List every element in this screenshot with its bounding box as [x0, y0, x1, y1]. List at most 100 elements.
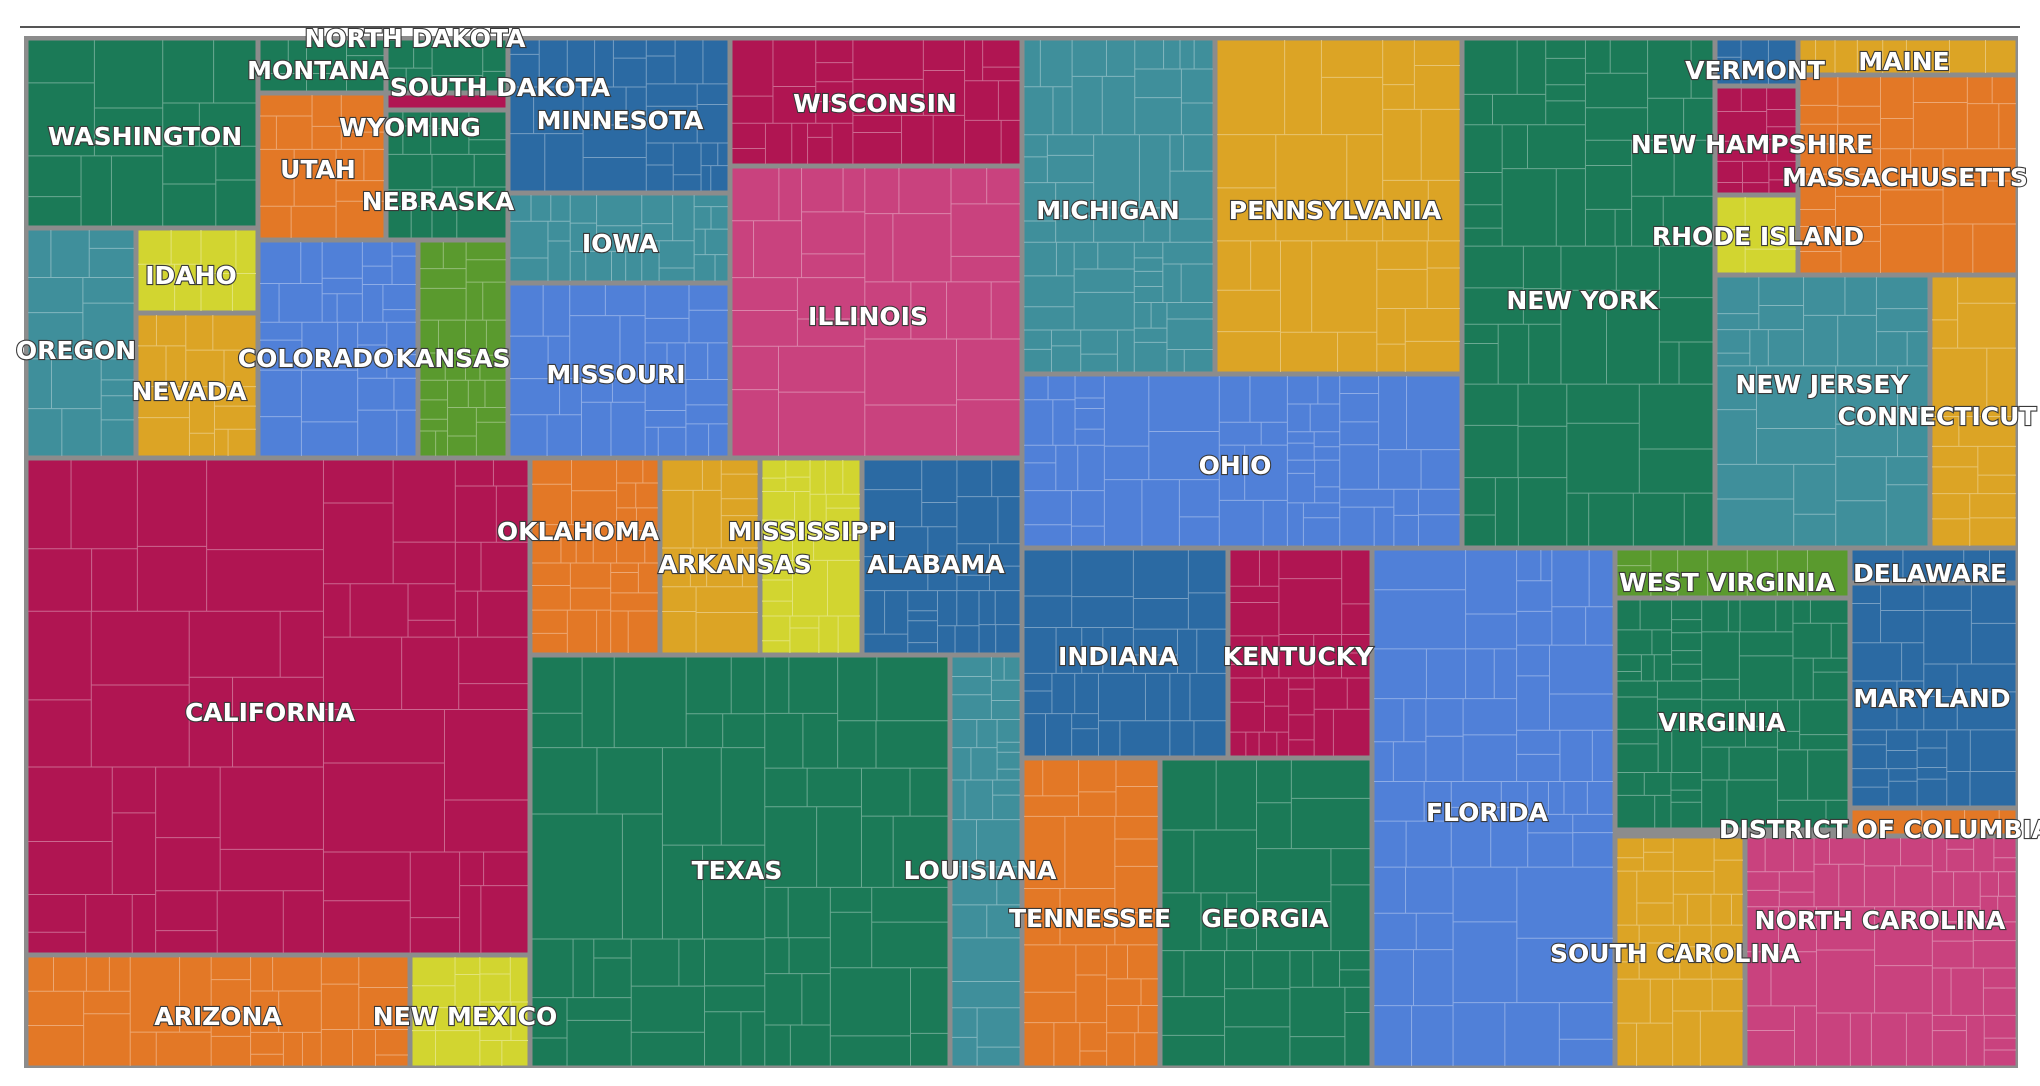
- state-label-florida: FLORIDA: [1426, 798, 1549, 827]
- state-cell-district-of-columbia: [1850, 808, 2018, 836]
- state-texas: [530, 655, 950, 1068]
- state-north-carolina: [1745, 836, 2018, 1068]
- state-label-new-mexico: NEW MEXICO: [373, 1002, 557, 1031]
- state-cell-iowa: [508, 193, 730, 283]
- county-grid-wisconsin: [732, 40, 1020, 164]
- county-grid-indiana: [1024, 550, 1226, 756]
- state-label-idaho: IDAHO: [145, 261, 237, 290]
- state-label-maine: MAINE: [1858, 47, 1950, 76]
- state-label-indiana: INDIANA: [1058, 642, 1179, 671]
- state-arizona: [26, 955, 410, 1068]
- state-cell-wisconsin: [730, 38, 1022, 166]
- state-illinois: [730, 166, 1022, 458]
- county-grid-florida: [1374, 550, 1613, 1066]
- state-connecticut: [1930, 275, 2018, 548]
- state-label-texas: TEXAS: [692, 856, 783, 885]
- state-south-carolina: [1615, 836, 1745, 1068]
- state-cell-north-dakota: [386, 38, 508, 93]
- state-cell-georgia: [1160, 758, 1372, 1068]
- state-label-oregon: OREGON: [16, 336, 136, 365]
- county-grid-arizona: [28, 957, 408, 1066]
- county-grid-texas: [532, 657, 948, 1066]
- state-cell-nebraska: [386, 110, 508, 240]
- county-grid-north-carolina: [1747, 838, 2016, 1066]
- state-label-maryland: MARYLAND: [1853, 684, 2010, 713]
- state-north-dakota: [386, 38, 508, 93]
- state-label-utah: UTAH: [280, 155, 356, 184]
- state-cell-ohio: [1022, 374, 1462, 548]
- state-montana: [258, 38, 386, 93]
- county-grid-delaware: [1902, 550, 1991, 581]
- state-vermont: [1715, 38, 1798, 86]
- county-grid-tennessee: [1024, 760, 1158, 1066]
- state-label-district-of-columbia: DISTRICT OF COLUMBIA: [1719, 815, 2040, 844]
- state-minnesota: [508, 38, 730, 193]
- state-virginia: [1615, 598, 1850, 830]
- county-grid-michigan: [1024, 40, 1213, 372]
- state-label-wisconsin: WISCONSIN: [793, 89, 957, 118]
- county-grid-minnesota: [510, 40, 728, 191]
- county-grid-new-york: [1464, 40, 1713, 546]
- state-label-delaware: DELAWARE: [1853, 559, 2007, 588]
- state-label-massachusetts: MASSACHUSETTS: [1782, 163, 2028, 192]
- state-new-jersey: [1715, 275, 1930, 548]
- state-oklahoma: [530, 458, 660, 655]
- state-rhode-island: [1715, 195, 1798, 275]
- state-cell-washington: [26, 38, 258, 228]
- state-cell-connecticut: [1930, 275, 2018, 548]
- state-cell-kansas: [418, 240, 508, 458]
- county-grid-north-dakota: [388, 40, 506, 91]
- county-grid-arkansas: [662, 460, 758, 653]
- state-label-rhode-island: RHODE ISLAND: [1652, 222, 1864, 251]
- state-cell-oregon: [26, 228, 136, 458]
- county-grid-illinois: [732, 168, 1020, 456]
- state-mississippi: [760, 458, 862, 655]
- state-nebraska: [386, 110, 508, 240]
- county-grid-vermont: [1717, 40, 1769, 84]
- state-cell-minnesota: [508, 38, 730, 193]
- county-grid-new-jersey: [1717, 277, 1928, 546]
- state-label-nevada: NEVADA: [131, 377, 247, 406]
- state-cell-west-virginia: [1615, 548, 1850, 598]
- state-cell-virginia: [1615, 598, 1850, 830]
- county-grid-washington: [28, 40, 256, 226]
- county-grid-rhode-island: [1717, 197, 1796, 273]
- state-label-west-virginia: WEST VIRGINIA: [1619, 568, 1835, 597]
- state-label-illinois: ILLINOIS: [808, 302, 928, 331]
- state-colorado: [258, 240, 418, 458]
- state-arkansas: [660, 458, 760, 655]
- state-cell-rhode-island: [1715, 195, 1798, 275]
- county-grid-utah: [260, 95, 384, 238]
- state-cell-wyoming: [386, 93, 508, 110]
- state-cell-texas: [530, 655, 950, 1068]
- labels-layer: WASHINGTON MONTANA NORTH DAKOTA SOUTH DAKOT…: [15, 23, 2040, 1032]
- state-missouri: [508, 283, 730, 458]
- state-cell-illinois: [730, 166, 1022, 458]
- state-cell-idaho: [136, 228, 258, 313]
- county-grid-georgia: [1162, 760, 1370, 1066]
- state-cell-delaware: [1850, 548, 2018, 583]
- county-grid-oklahoma: [532, 460, 658, 653]
- state-california: [26, 458, 530, 955]
- state-cell-new-york: [1462, 38, 1715, 548]
- state-label-minnesota: MINNESOTA: [537, 106, 704, 135]
- state-label-new-hampshire: NEW HAMPSHIRE: [1631, 130, 1873, 159]
- state-label-arizona: ARIZONA: [154, 1002, 282, 1031]
- state-tennessee: [1022, 758, 1160, 1068]
- county-grid-south-carolina: [1617, 838, 1743, 1066]
- state-new-mexico: [410, 955, 530, 1068]
- state-pennsylvania: [1215, 38, 1462, 374]
- state-label-ohio: OHIO: [1199, 451, 1272, 480]
- state-nevada: [136, 313, 258, 458]
- county-grid-ohio: [1024, 376, 1460, 546]
- state-label-tennessee: TENNESSEE: [1009, 904, 1171, 933]
- cells-layer: [26, 38, 2018, 1068]
- state-label-colorado: COLORADO: [238, 344, 395, 373]
- state-new-hampshire: [1715, 86, 1798, 195]
- county-grid-kansas: [420, 242, 506, 456]
- state-label-washington: WASHINGTON: [48, 122, 242, 151]
- state-label-arkansas: ARKANSAS: [658, 550, 812, 579]
- state-label-nebraska: NEBRASKA: [362, 187, 515, 216]
- state-cell-pennsylvania: [1215, 38, 1462, 374]
